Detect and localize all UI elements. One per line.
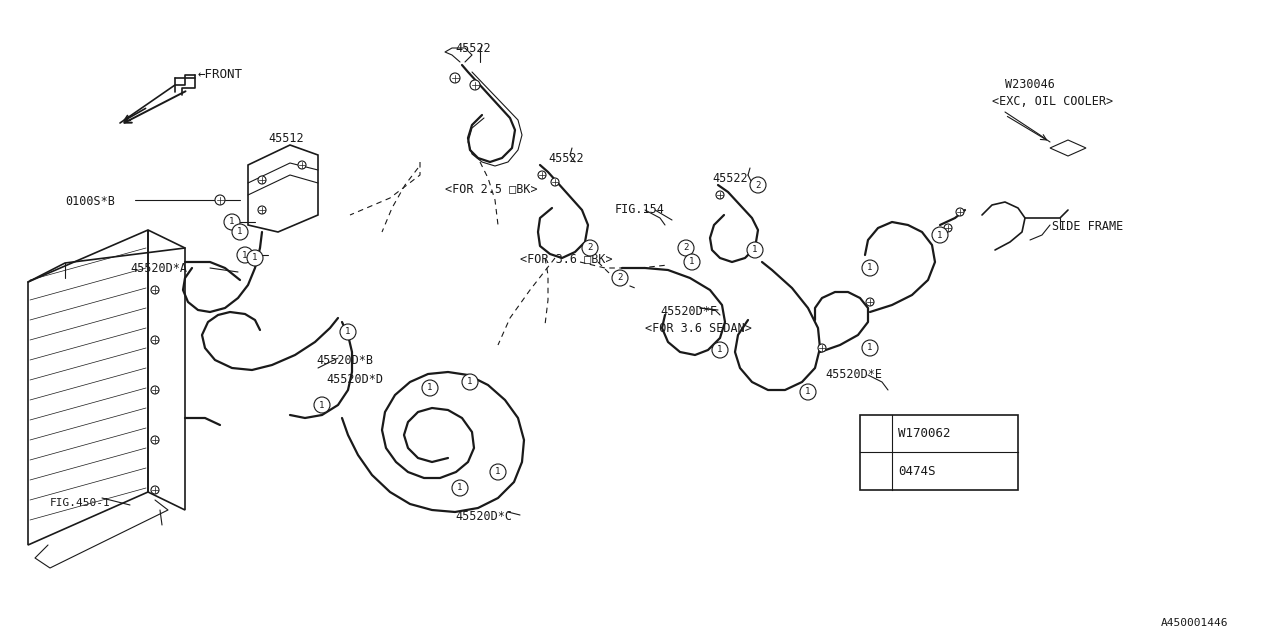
- Circle shape: [582, 240, 598, 256]
- Text: 1: 1: [457, 483, 462, 493]
- Circle shape: [956, 208, 964, 216]
- Circle shape: [237, 247, 253, 263]
- Text: 2: 2: [755, 180, 760, 189]
- Text: 1: 1: [690, 257, 695, 266]
- Circle shape: [470, 80, 480, 90]
- Circle shape: [340, 324, 356, 340]
- Text: W230046: W230046: [1005, 78, 1055, 91]
- Circle shape: [451, 73, 460, 83]
- Text: ←FRONT: ←FRONT: [198, 68, 243, 81]
- Circle shape: [538, 171, 547, 179]
- Text: 45522: 45522: [454, 42, 490, 55]
- Text: 2: 2: [873, 467, 878, 477]
- Circle shape: [818, 344, 826, 352]
- Text: 2: 2: [684, 243, 689, 253]
- Circle shape: [215, 195, 225, 205]
- Text: SIDE FRAME: SIDE FRAME: [1052, 220, 1124, 233]
- Circle shape: [684, 254, 700, 270]
- Text: 1: 1: [346, 328, 351, 337]
- Circle shape: [462, 374, 477, 390]
- Text: 45520D*A: 45520D*A: [131, 262, 187, 275]
- Text: 1: 1: [868, 264, 873, 273]
- Text: FIG.450-1: FIG.450-1: [50, 498, 111, 508]
- Circle shape: [452, 480, 468, 496]
- Circle shape: [748, 242, 763, 258]
- Circle shape: [612, 270, 628, 286]
- Circle shape: [151, 486, 159, 494]
- Circle shape: [259, 176, 266, 184]
- Text: 45520D*E: 45520D*E: [826, 368, 882, 381]
- Text: 1: 1: [717, 346, 723, 355]
- Text: 1: 1: [252, 253, 257, 262]
- Text: FIG.154: FIG.154: [614, 203, 664, 216]
- Text: <FOR 2.5 □BK>: <FOR 2.5 □BK>: [445, 182, 538, 195]
- Text: <EXC, OIL COOLER>: <EXC, OIL COOLER>: [992, 95, 1114, 108]
- Circle shape: [867, 298, 874, 306]
- Text: 2: 2: [588, 243, 593, 253]
- Circle shape: [712, 342, 728, 358]
- Text: 45520D*F: 45520D*F: [660, 305, 717, 318]
- Circle shape: [151, 386, 159, 394]
- Text: 1: 1: [868, 344, 873, 353]
- Circle shape: [550, 178, 559, 186]
- Circle shape: [861, 340, 878, 356]
- Circle shape: [678, 240, 694, 256]
- Circle shape: [750, 177, 765, 193]
- Circle shape: [314, 397, 330, 413]
- Circle shape: [151, 436, 159, 444]
- Text: 45520D*D: 45520D*D: [326, 373, 383, 386]
- Circle shape: [224, 214, 241, 230]
- Text: 1: 1: [753, 246, 758, 255]
- Circle shape: [932, 227, 948, 243]
- Text: 1: 1: [805, 387, 810, 397]
- Circle shape: [800, 384, 817, 400]
- Text: 1: 1: [937, 230, 942, 239]
- Text: 1: 1: [467, 378, 472, 387]
- Text: 2: 2: [617, 273, 622, 282]
- Circle shape: [490, 464, 506, 480]
- Text: 1: 1: [229, 218, 234, 227]
- Text: 45522: 45522: [712, 172, 748, 185]
- Text: 45520D*C: 45520D*C: [454, 510, 512, 523]
- Circle shape: [716, 191, 724, 199]
- Text: <FOR 3.6 SEDAN>: <FOR 3.6 SEDAN>: [645, 322, 751, 335]
- Circle shape: [422, 380, 438, 396]
- Text: 45520D*B: 45520D*B: [316, 354, 372, 367]
- Circle shape: [867, 425, 884, 443]
- Circle shape: [259, 206, 266, 214]
- Text: 1: 1: [242, 250, 248, 259]
- Text: 1: 1: [495, 467, 500, 477]
- Circle shape: [298, 161, 306, 169]
- Text: 1: 1: [873, 429, 878, 438]
- Text: 45512: 45512: [268, 132, 303, 145]
- Text: W170062: W170062: [899, 427, 951, 440]
- Circle shape: [945, 224, 952, 232]
- Circle shape: [861, 260, 878, 276]
- Circle shape: [232, 224, 248, 240]
- Circle shape: [151, 336, 159, 344]
- Text: 45522: 45522: [548, 152, 584, 165]
- Circle shape: [867, 463, 884, 481]
- Circle shape: [247, 250, 262, 266]
- Text: 1: 1: [319, 401, 325, 410]
- Bar: [860, 415, 1018, 490]
- Text: 0474S: 0474S: [899, 465, 936, 478]
- Text: <FOR 3.6 □BK>: <FOR 3.6 □BK>: [520, 252, 613, 265]
- Text: 1: 1: [428, 383, 433, 392]
- Text: A450001446: A450001446: [1161, 618, 1228, 628]
- Text: 0100S*B: 0100S*B: [65, 195, 115, 208]
- Circle shape: [151, 286, 159, 294]
- Text: 1: 1: [237, 227, 243, 237]
